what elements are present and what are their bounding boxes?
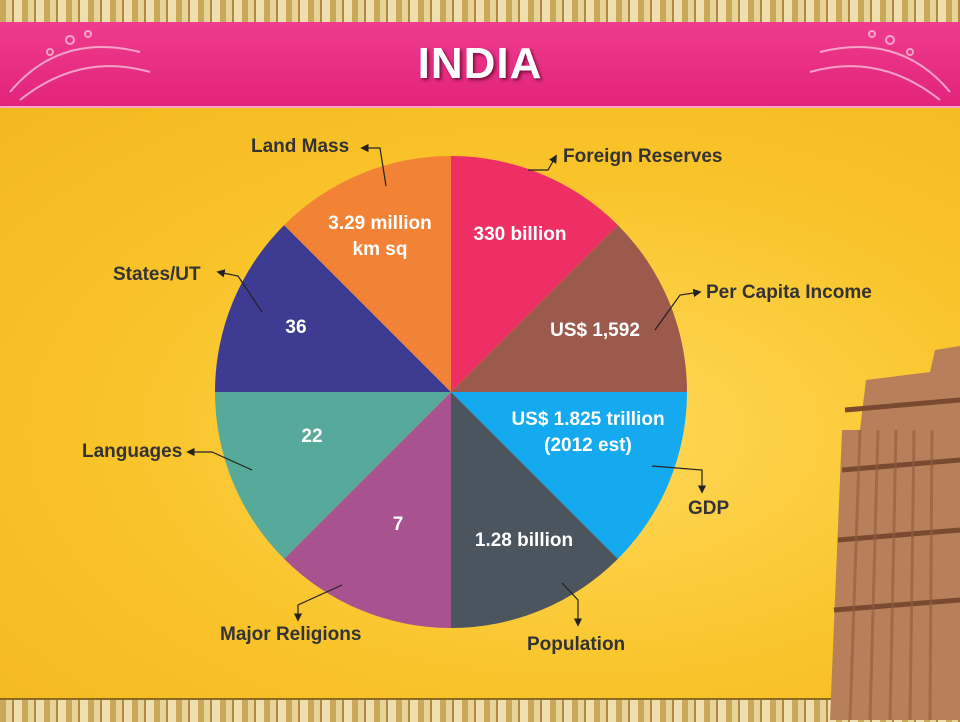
connector-languages bbox=[186, 447, 253, 471]
title-banner bbox=[0, 22, 960, 109]
pie-slice-major-religions bbox=[284, 392, 451, 628]
slice-value-population: 1.28 billion bbox=[475, 530, 573, 551]
banner-ornament bbox=[9, 30, 951, 101]
slice-value-languages: 22 bbox=[301, 426, 322, 447]
category-label-population: Population bbox=[527, 634, 625, 655]
slice-value-states-ut: 36 bbox=[285, 317, 306, 338]
decorative-border-bottom bbox=[0, 698, 960, 722]
slice-value-gdp: US$ 1.825 trillion (2012 est) bbox=[511, 409, 664, 456]
connector-population bbox=[561, 582, 583, 627]
connector-states-ut bbox=[216, 269, 263, 313]
pie-slice-population bbox=[451, 392, 618, 628]
category-label-gdp: GDP bbox=[688, 498, 730, 519]
category-label-land-mass: Land Mass bbox=[251, 136, 349, 157]
pie-slice-foreign-reserves bbox=[451, 156, 618, 392]
slice-value-per-capita-income: US$ 1,592 bbox=[550, 320, 640, 341]
pie-slice-land-mass bbox=[284, 156, 451, 392]
pie-slice-languages bbox=[215, 392, 451, 559]
page-title: INDIA bbox=[417, 39, 543, 88]
category-label-major-religions: Major Religions bbox=[220, 624, 361, 645]
connector-per-capita-income bbox=[654, 288, 702, 331]
connector-foreign-reserves bbox=[528, 154, 557, 171]
category-label-per-capita-income: Per Capita Income bbox=[706, 282, 872, 303]
connector-land-mass bbox=[360, 143, 387, 187]
tower-illustration bbox=[830, 346, 960, 720]
connector-gdp bbox=[651, 465, 707, 494]
pie-slice-per-capita-income bbox=[451, 225, 687, 392]
slice-value-major-religions: 7 bbox=[393, 514, 404, 535]
pie-slice-gdp bbox=[451, 392, 687, 559]
slice-value-land-mass: 3.29 million km sq bbox=[328, 213, 431, 260]
slice-value-foreign-reserves: 330 billion bbox=[474, 224, 567, 245]
pie-slice-states-ut bbox=[215, 225, 451, 392]
connector-major-religions bbox=[293, 584, 343, 622]
category-label-languages: Languages bbox=[82, 441, 182, 462]
category-label-foreign-reserves: Foreign Reserves bbox=[563, 146, 722, 167]
category-label-states-ut: States/UT bbox=[113, 264, 201, 285]
